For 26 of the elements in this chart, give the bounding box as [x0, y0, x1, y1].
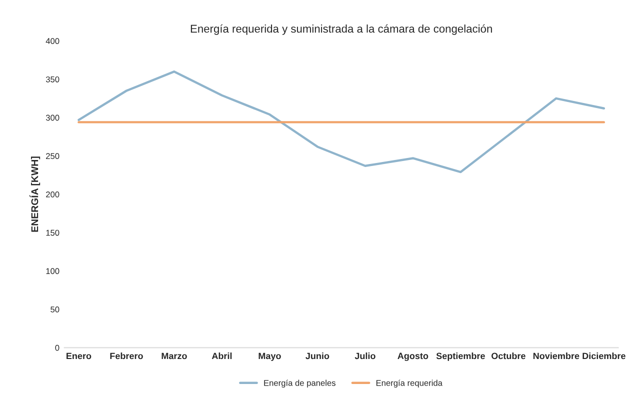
x-tick-label: Diciembre	[582, 352, 626, 360]
y-tick-label: 0	[55, 344, 60, 351]
y-tick-label: 50	[50, 306, 60, 312]
y-tick-label: 300	[46, 114, 60, 121]
x-tick-label: Abril	[212, 352, 232, 360]
y-tick-label: 200	[46, 191, 60, 198]
y-tick-label: 150	[46, 230, 60, 236]
x-tick-label: Julio	[354, 352, 376, 360]
y-tick-label: 250	[46, 153, 60, 160]
y-tick-label: 400	[46, 38, 60, 44]
line-series	[78, 70, 606, 174]
x-tick-label: Mayo	[258, 352, 281, 361]
y-axis-title: ENERGÍA [KWH]	[29, 156, 40, 232]
x-tick-label: Febrero	[110, 352, 143, 360]
x-tick-label: Septiembre	[436, 352, 485, 361]
x-tick-label: Agosto	[398, 352, 428, 361]
x-tick-label: Junio	[306, 352, 330, 360]
x-tick-label: Noviembre	[533, 352, 580, 360]
x-tick-label: Octubre	[491, 352, 526, 360]
chart-title: Energía requerida y suministrada a la cámara de congelación	[190, 24, 492, 35]
legend-label: Energía de paneles	[264, 380, 336, 388]
y-tick-label: 100	[46, 268, 60, 274]
x-tick-label: Marzo	[162, 352, 187, 360]
legend-label: Energía requerida	[376, 380, 442, 388]
y-tick-label: 350	[46, 76, 60, 82]
x-tick-label: Enero	[66, 352, 92, 360]
